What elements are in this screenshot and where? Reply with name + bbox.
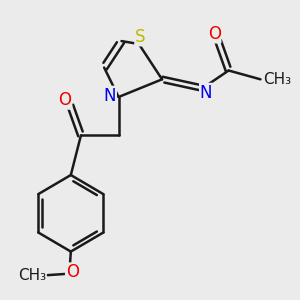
Text: N: N xyxy=(104,86,116,104)
Text: O: O xyxy=(66,263,79,281)
Text: O: O xyxy=(58,91,71,109)
Text: N: N xyxy=(200,84,212,102)
Text: O: O xyxy=(208,25,221,43)
Text: CH₃: CH₃ xyxy=(18,268,46,283)
Text: CH₃: CH₃ xyxy=(263,72,292,87)
Text: S: S xyxy=(135,28,146,46)
